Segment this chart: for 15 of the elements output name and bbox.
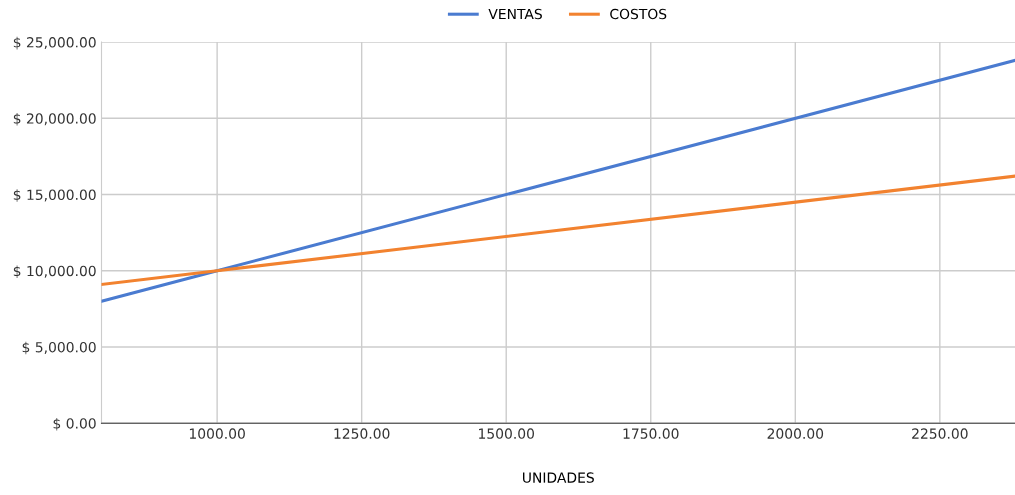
x-tick-label: 1500.00 bbox=[479, 428, 535, 439]
y-tick-label: $ 10,000.00 bbox=[13, 265, 96, 279]
x-tick-label: 1000.00 bbox=[189, 428, 245, 439]
x-axis-title: UNIDADES bbox=[523, 472, 594, 483]
x-tick-label: 2000.00 bbox=[767, 428, 824, 439]
y-tick-label: $ 5,000.00 bbox=[22, 341, 96, 355]
legend-label: VENTAS bbox=[488, 8, 542, 20]
y-tick-label: $ 0.00 bbox=[53, 417, 96, 431]
legend-label: COSTOS bbox=[610, 8, 667, 20]
x-tick-label: 1250.00 bbox=[334, 428, 390, 439]
x-tick-label: 1750.00 bbox=[623, 428, 679, 439]
y-tick-label: $ 25,000.00 bbox=[13, 36, 96, 50]
x-tick-label: 2250.00 bbox=[912, 428, 968, 439]
y-tick-label: $ 15,000.00 bbox=[13, 189, 96, 202]
y-tick-label: $ 20,000.00 bbox=[13, 113, 96, 126]
